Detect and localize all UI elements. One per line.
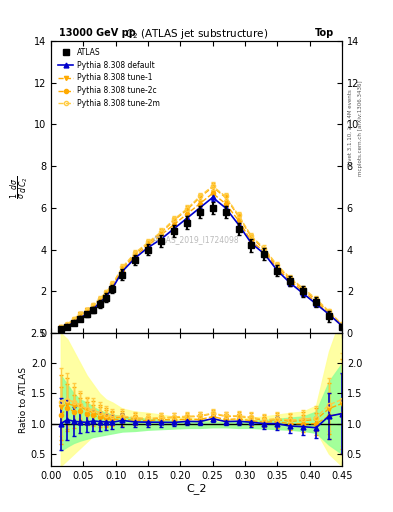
Text: Rivet 3.1.10, ≥ 2.4M events: Rivet 3.1.10, ≥ 2.4M events (348, 90, 353, 166)
X-axis label: C_2: C_2 (186, 483, 207, 495)
Y-axis label: Ratio to ATLAS: Ratio to ATLAS (19, 367, 28, 433)
Y-axis label: $\frac{1}{\sigma}\frac{d\sigma}{d\,C_2}$: $\frac{1}{\sigma}\frac{d\sigma}{d\,C_2}$ (8, 175, 31, 199)
Text: ATLAS_2019_I1724098: ATLAS_2019_I1724098 (153, 235, 240, 244)
Text: mcplots.cern.ch [arXiv:1306.3436]: mcplots.cern.ch [arXiv:1306.3436] (358, 80, 363, 176)
Text: Top: Top (315, 28, 334, 38)
Text: 13000 GeV pp: 13000 GeV pp (59, 28, 136, 38)
Title: $C_2$ (ATLAS jet substructure): $C_2$ (ATLAS jet substructure) (125, 27, 268, 41)
Legend: ATLAS, Pythia 8.308 default, Pythia 8.308 tune-1, Pythia 8.308 tune-2c, Pythia 8: ATLAS, Pythia 8.308 default, Pythia 8.30… (55, 45, 163, 111)
